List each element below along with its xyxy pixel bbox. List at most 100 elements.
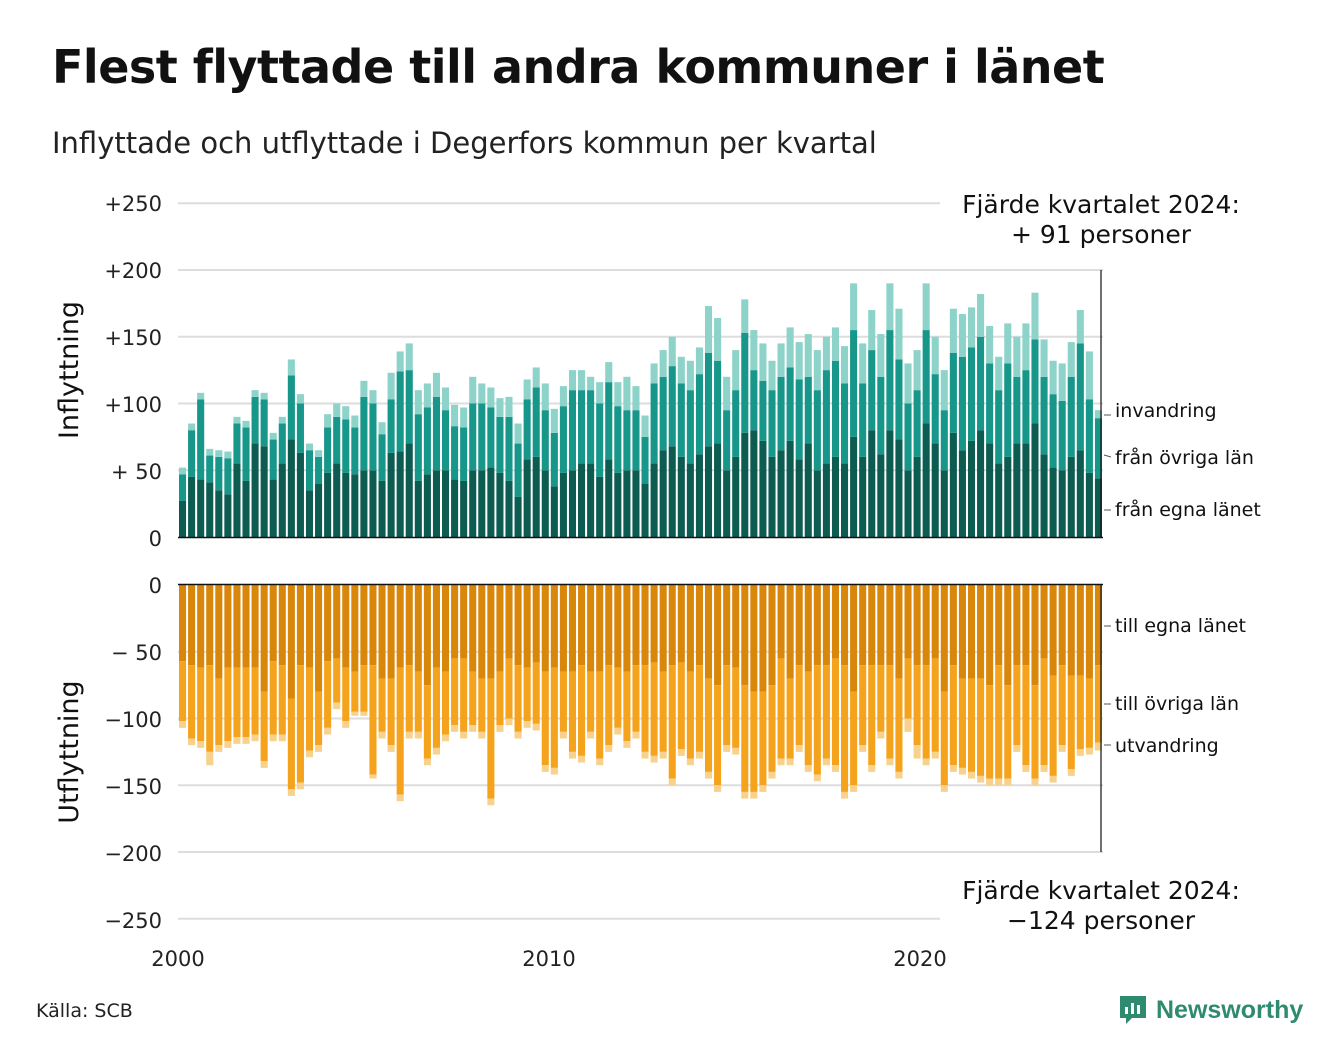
bar-to-own-county <box>732 585 740 668</box>
xtick-2010: 2010 <box>522 947 575 971</box>
bar-immigration <box>405 343 413 371</box>
bar-to-own-county <box>233 585 241 668</box>
bar-from-own-county <box>850 436 858 537</box>
bar-immigration <box>396 351 404 372</box>
bar-emigration <box>260 761 268 768</box>
bar-to-own-county <box>632 585 640 666</box>
bar-emigration <box>469 725 477 732</box>
bar-to-own-county <box>333 585 341 659</box>
bar-emigration <box>704 771 713 779</box>
bar-to-other-counties <box>351 671 359 712</box>
bar-immigration <box>831 327 840 361</box>
bar-to-other-counties <box>505 658 513 719</box>
bar-to-own-county <box>496 585 504 672</box>
bar-emigration <box>578 755 586 763</box>
bar-from-own-county <box>414 480 422 537</box>
inflow-bars <box>178 283 1103 537</box>
bar-to-other-counties <box>523 667 531 722</box>
bar-to-other-counties <box>695 665 703 752</box>
bar-to-own-county <box>777 585 785 659</box>
bar-emigration <box>568 751 577 759</box>
bar-to-other-counties <box>623 671 631 742</box>
bar-immigration <box>822 336 830 371</box>
bar-from-own-county <box>568 470 577 537</box>
bar-immigration <box>188 423 196 431</box>
bar-immigration <box>278 416 286 424</box>
bar-emigration <box>215 745 223 752</box>
bar-emigration <box>986 778 994 786</box>
bar-from-own-county <box>659 450 667 537</box>
bar-immigration <box>904 363 912 404</box>
bar-emigration <box>967 771 976 779</box>
bar-emigration <box>723 745 731 752</box>
bar-from-other-counties <box>904 403 912 471</box>
bar-from-other-counties <box>242 427 250 481</box>
bar-to-own-county <box>523 585 531 668</box>
bar-from-other-counties <box>523 399 531 460</box>
bar-to-own-county <box>278 585 286 666</box>
bar-to-own-county <box>396 585 404 668</box>
bar-emigration <box>904 718 912 732</box>
bar-emigration <box>650 755 658 763</box>
ytick-top-50: + 50 <box>111 460 162 484</box>
bar-from-other-counties <box>686 390 694 464</box>
bar-emigration <box>197 741 205 748</box>
bar-from-other-counties <box>369 403 377 471</box>
bar-from-own-county <box>623 470 631 537</box>
bar-from-other-counties <box>723 410 731 471</box>
bar-to-other-counties <box>659 671 667 752</box>
bar-immigration <box>360 380 368 397</box>
bar-from-other-counties <box>986 363 994 444</box>
bar-from-own-county <box>704 446 713 537</box>
bar-from-other-counties <box>287 375 295 440</box>
bar-to-own-county <box>913 585 921 666</box>
bar-to-other-counties <box>405 665 413 732</box>
bar-to-other-counties <box>224 667 232 742</box>
bar-from-own-county <box>614 472 622 537</box>
bar-from-other-counties <box>813 390 821 471</box>
bar-to-own-county <box>324 585 332 662</box>
bar-to-other-counties <box>315 691 323 746</box>
bar-emigration <box>668 778 676 786</box>
bar-from-own-county <box>668 446 676 537</box>
bar-immigration <box>922 283 930 331</box>
bar-emigration <box>868 765 876 772</box>
bar-from-own-county <box>287 439 295 537</box>
bar-emigration <box>287 789 295 796</box>
bar-to-own-county <box>650 585 658 663</box>
bar-emigration <box>1058 745 1066 752</box>
bar-to-other-counties <box>967 678 976 772</box>
bar-from-other-counties <box>777 376 785 451</box>
bar-from-own-county <box>822 463 830 537</box>
xtick-2000: 2000 <box>151 947 204 971</box>
bar-to-other-counties <box>813 665 821 775</box>
bar-from-own-county <box>723 470 731 537</box>
bar-immigration <box>469 376 477 404</box>
bar-to-other-counties <box>188 665 196 739</box>
bar-to-other-counties <box>541 671 549 766</box>
bar-from-other-counties <box>822 370 830 464</box>
bar-emigration <box>396 794 404 802</box>
bar-to-other-counties <box>1040 658 1048 766</box>
chart-subtitle: Inflyttade och utflyttade i Degerfors ko… <box>52 126 877 160</box>
bar-to-own-county <box>1058 585 1066 666</box>
bar-emigration <box>913 745 921 759</box>
bar-from-own-county <box>868 430 876 537</box>
bar-from-own-county <box>1013 443 1021 537</box>
bar-from-other-counties <box>559 406 567 473</box>
bar-from-other-counties <box>1040 376 1048 455</box>
bar-to-own-county <box>387 585 395 679</box>
bar-immigration <box>759 343 767 381</box>
bar-from-own-county <box>278 463 286 537</box>
bar-from-other-counties <box>958 356 966 451</box>
bar-from-own-county <box>695 454 703 537</box>
bar-emigration <box>523 721 531 728</box>
bar-from-other-counties <box>1031 339 1039 424</box>
bar-to-other-counties <box>269 661 277 735</box>
ytick-top-250: +250 <box>104 192 162 216</box>
bar-to-own-county <box>967 585 976 679</box>
bar-to-other-counties <box>532 662 540 724</box>
bar-to-own-county <box>850 585 858 692</box>
bar-from-own-county <box>342 472 350 537</box>
